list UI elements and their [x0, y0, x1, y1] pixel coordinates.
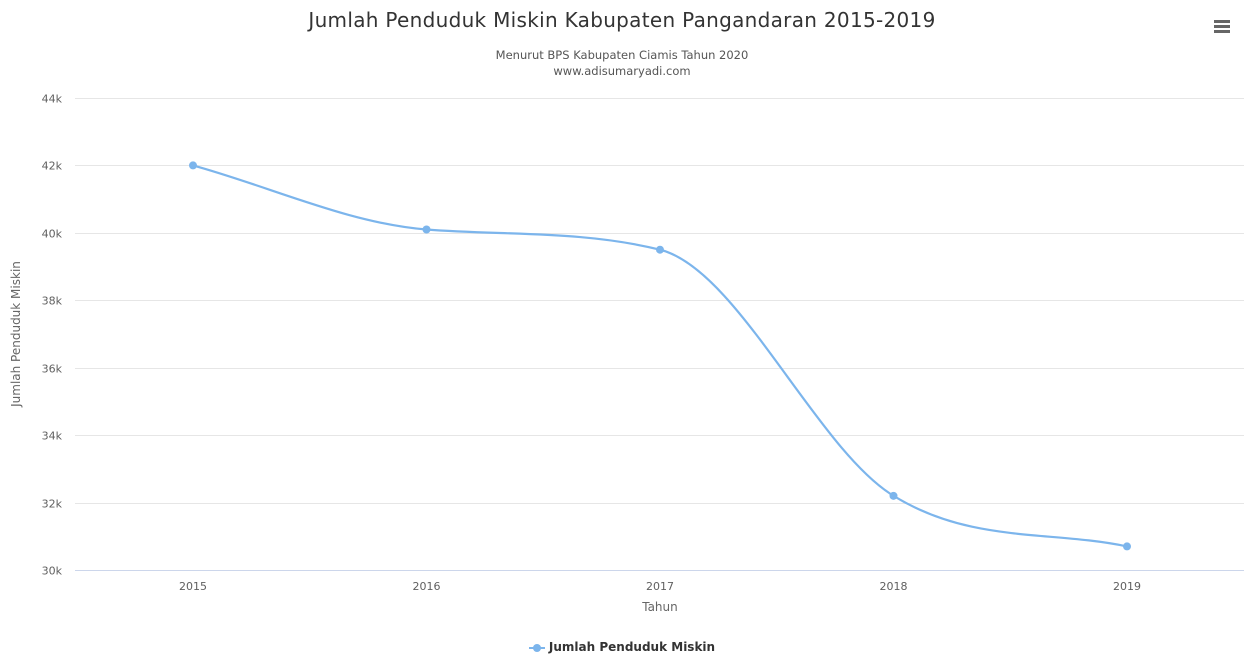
x-tick-label: 2017 [646, 580, 674, 593]
chart-title: Jumlah Penduduk Miskin Kabupaten Pangand… [308, 8, 936, 32]
x-tick-label: 2018 [880, 580, 908, 593]
data-point [889, 491, 898, 500]
chart-subtitle-source: Menurut BPS Kabupaten Ciamis Tahun 2020 [495, 48, 749, 62]
y-tick-label: 30k [42, 565, 63, 578]
x-axis-title: Tahun [641, 600, 678, 614]
y-tick-label: 44k [42, 93, 63, 106]
series-line [192, 164, 1128, 548]
legend-label: Jumlah Penduduk Miskin [548, 640, 716, 654]
y-tick-label: 38k [42, 295, 63, 308]
x-tick-label: 2019 [1113, 580, 1141, 593]
data-point [422, 225, 431, 234]
y-tick-label: 42k [42, 160, 63, 173]
menu-bar [1214, 25, 1230, 28]
data-point [656, 245, 664, 254]
series-group [189, 161, 1131, 551]
x-axis-ticks: 2015 2016 2017 2018 2019 [179, 580, 1141, 593]
data-point [1123, 542, 1131, 551]
legend-item[interactable]: Jumlah Penduduk Miskin [0, 640, 1244, 654]
menu-bar [1214, 20, 1230, 23]
legend-marker-icon [528, 643, 545, 653]
y-tick-label: 40k [42, 228, 63, 241]
y-tick-label: 32k [42, 498, 63, 511]
x-tick-label: 2015 [179, 580, 207, 593]
y-axis-ticks: 30k 32k 34k 36k 38k 40k 42k 44k [42, 93, 63, 578]
menu-bar [1214, 30, 1230, 33]
grid-lines [75, 98, 1244, 504]
y-tick-label: 34k [42, 430, 63, 443]
y-axis-title: Jumlah Penduduk Miskin [9, 261, 23, 408]
chart-subtitle-website: www.adisumaryadi.com [553, 64, 691, 78]
y-tick-label: 36k [42, 363, 63, 376]
data-point [189, 161, 197, 170]
hamburger-menu-icon[interactable] [1212, 18, 1232, 34]
x-tick-label: 2016 [413, 580, 441, 593]
